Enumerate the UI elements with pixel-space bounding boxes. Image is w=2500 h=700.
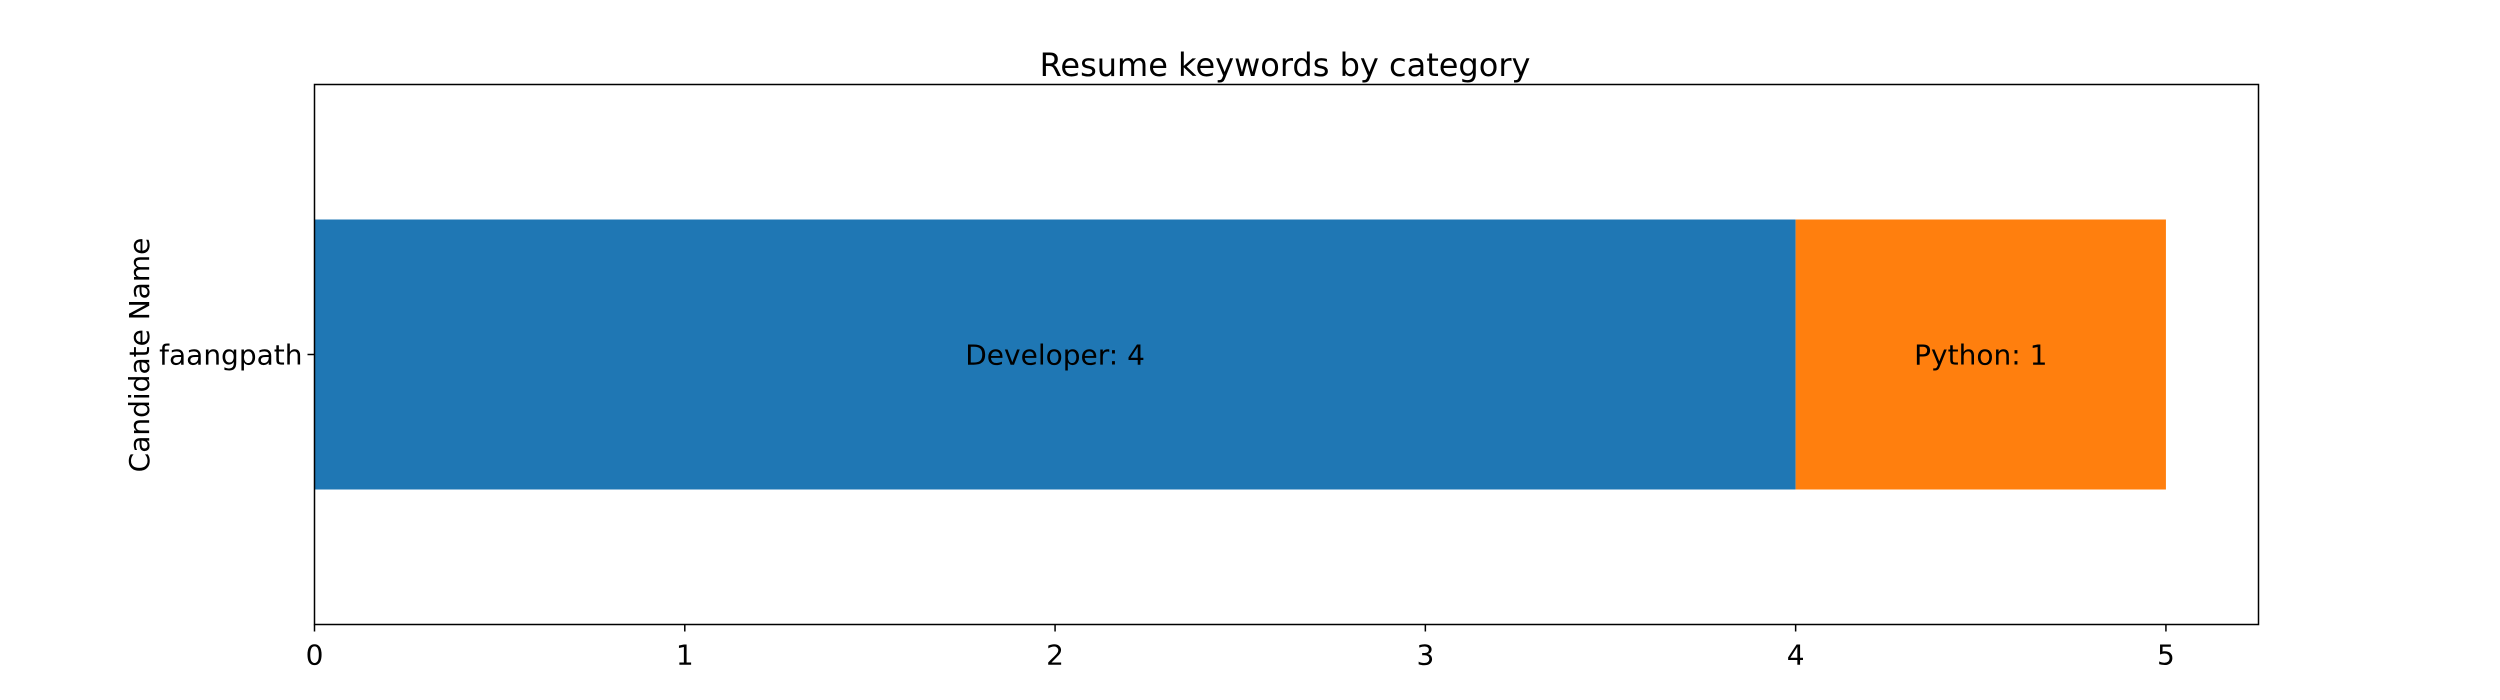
x-tick-label: 2 [1046,639,1064,672]
bar-group: Developer: 4 Python: 1 [314,219,2166,490]
x-tick-label: 1 [676,639,694,672]
x-tick-label: 5 [2157,639,2175,672]
bar-segment-python [1795,219,2166,490]
x-tick-label: 3 [1416,639,1434,672]
chart-title: Resume keywords by category [1040,46,1531,84]
x-axis-ticks: 0 1 2 3 4 5 [306,624,2175,672]
bar-segment-developer [314,219,1796,490]
x-tick-label: 4 [1787,639,1805,672]
bar-label-python: Python: 1 [1914,339,2047,372]
y-axis-label: Candidate Name [123,238,156,473]
x-tick-label: 0 [306,639,324,672]
y-tick-label: faangpath [159,339,302,372]
y-axis-ticks: faangpath [159,339,315,372]
bar-label-developer: Developer: 4 [965,339,1145,372]
